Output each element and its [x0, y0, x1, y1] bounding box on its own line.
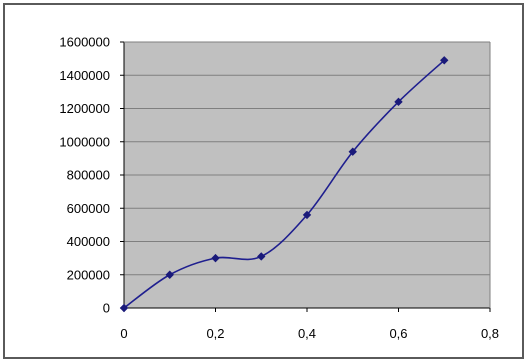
data-point-marker-1	[165, 270, 174, 279]
y-tick-label-7: 1400000	[59, 68, 110, 83]
y-tick-label-4: 800000	[67, 168, 110, 183]
x-tick-label-3: 0,6	[389, 326, 407, 341]
x-tick-label-2: 0,4	[298, 326, 316, 341]
data-point-marker-7	[440, 56, 449, 65]
y-tick-label-3: 600000	[67, 201, 110, 216]
data-point-marker-4	[302, 210, 312, 220]
x-tick-label-1: 0,2	[206, 326, 224, 341]
y-tick-label-2: 400000	[67, 234, 110, 249]
y-tick-label-5: 1000000	[59, 134, 110, 149]
data-point-marker-2	[211, 253, 220, 263]
data-point-marker-0	[119, 303, 129, 313]
data-point-marker-6	[394, 97, 403, 107]
y-tick-label-0: 0	[103, 301, 110, 316]
series-line-0	[123, 59, 445, 309]
data-point-marker-5	[348, 147, 357, 156]
y-tick-label-1: 200000	[67, 267, 110, 282]
data-point-marker-3	[257, 252, 266, 261]
x-tick-label-0: 0	[120, 326, 127, 341]
x-tick-label-4: 0,8	[481, 326, 499, 341]
y-tick-label-8: 1600000	[59, 35, 110, 50]
y-tick-label-6: 1200000	[59, 101, 110, 116]
